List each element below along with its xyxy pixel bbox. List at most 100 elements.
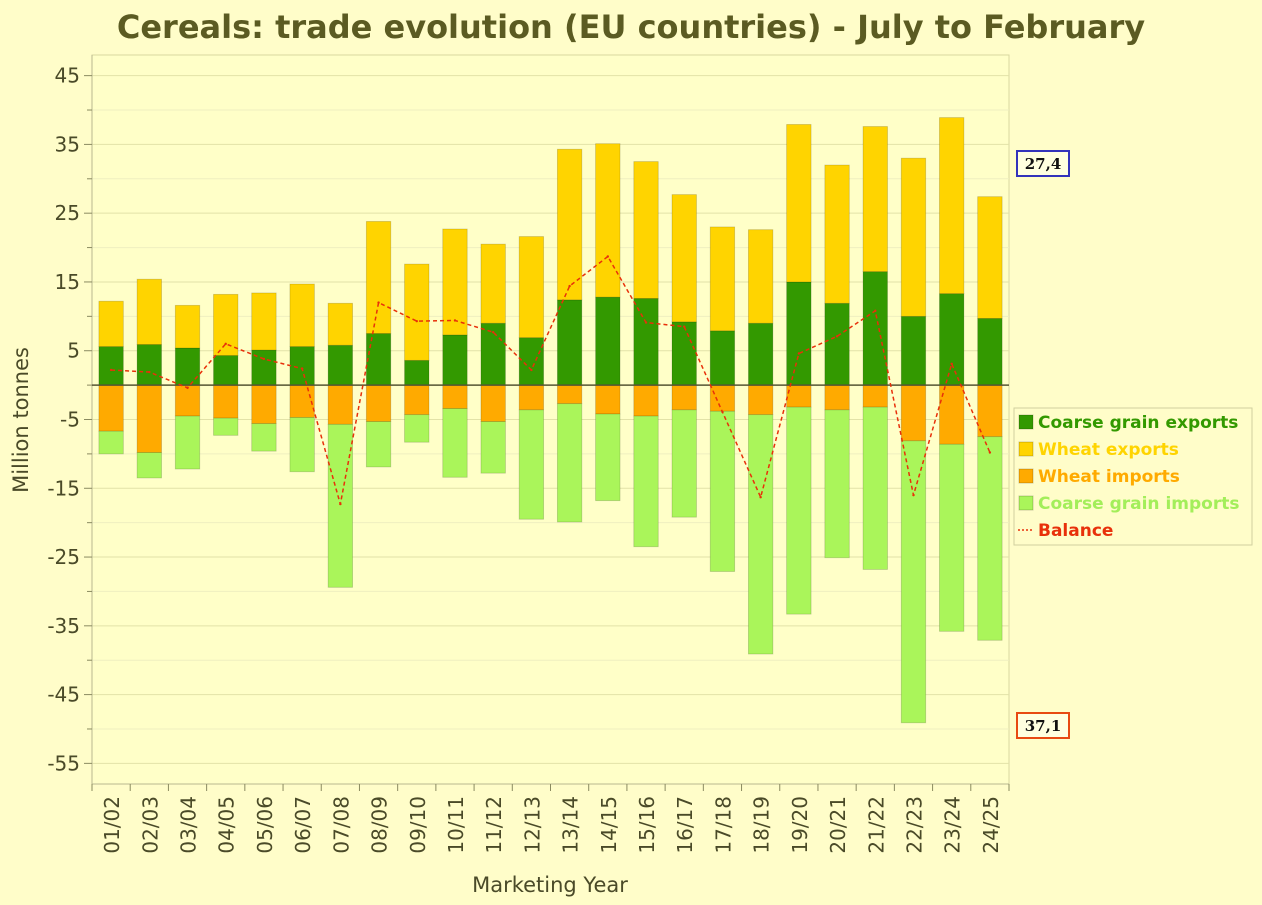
bar-coarse-grain-exports	[174, 347, 201, 386]
bar-wheat-exports	[404, 263, 430, 361]
x-tick-label: 18/19	[750, 796, 774, 854]
bar-wheat-imports	[289, 384, 315, 418]
bar-coarse-grain-imports	[709, 410, 736, 572]
bar-coarse-grain-exports	[327, 344, 353, 386]
bar-wheat-imports	[900, 384, 927, 442]
bar-wheat-imports	[213, 384, 239, 419]
bar-coarse-grain-exports	[595, 296, 621, 386]
bar-wheat-imports	[939, 384, 965, 445]
legend-label: Balance	[1038, 521, 1113, 541]
y-tick-label: 45	[55, 64, 80, 88]
x-axis: 01/02 02/03 03/04 04/05 05/06 06/07 07/08 08/09…	[91, 783, 1010, 854]
x-tick-label: 20/21	[826, 796, 850, 854]
bar-wheat-imports	[365, 384, 392, 422]
bar-coarse-grain-imports	[518, 409, 545, 520]
balance-point	[568, 284, 571, 288]
bar-wheat-imports	[556, 384, 583, 405]
bar-coarse-grain-exports	[213, 355, 239, 386]
bar-wheat-imports	[633, 384, 659, 417]
y-tick-label: -55	[47, 751, 80, 775]
bar-coarse-grain-exports	[748, 322, 774, 386]
bar-wheat-exports	[518, 236, 545, 339]
bar-wheat-imports	[442, 384, 468, 409]
bar-coarse-grain-imports	[900, 440, 927, 724]
legend: Coarse grain exports Wheat exports Wheat i…	[1013, 407, 1253, 546]
bar-wheat-exports	[136, 278, 162, 345]
bar-coarse-grain-imports	[404, 414, 430, 443]
y-tick-label: 5	[67, 339, 80, 363]
bar-coarse-grain-imports	[174, 415, 201, 470]
balance-point	[262, 357, 266, 361]
bottom-value-box-text: 37,1	[1025, 717, 1062, 735]
bar-coarse-grain-exports	[136, 344, 162, 386]
bar-coarse-grain-imports	[786, 406, 812, 615]
x-tick-label: 02/03	[138, 796, 162, 854]
bar-coarse-grain-imports	[98, 430, 124, 455]
bar-coarse-grain-imports	[136, 452, 162, 479]
legend-label: Coarse grain exports	[1038, 413, 1238, 433]
x-tick-label: 06/07	[291, 796, 315, 854]
bar-wheat-exports	[748, 229, 774, 324]
balance-point	[721, 410, 724, 414]
bar-wheat-imports	[709, 384, 736, 412]
y-tick-label: 15	[55, 270, 80, 294]
bar-wheat-exports	[556, 148, 583, 301]
x-tick-label: 15/16	[635, 796, 659, 854]
balance-point	[950, 362, 953, 365]
y-tick-label: -15	[47, 476, 80, 500]
bar-wheat-imports	[748, 384, 774, 416]
legend-label: Wheat exports	[1038, 440, 1179, 460]
x-tick-label: 09/10	[406, 796, 430, 854]
bar-wheat-exports	[289, 283, 315, 348]
bar-wheat-exports	[939, 117, 965, 295]
y-axis: 45 35 25 15 5 -5 -15 -25 -35 -45 -55	[47, 55, 93, 784]
balance-point	[606, 255, 610, 258]
bar-coarse-grain-imports	[365, 421, 392, 468]
y-tick-label: -5	[60, 408, 80, 432]
bar-wheat-exports	[862, 126, 888, 273]
bar-coarse-grain-exports	[289, 346, 315, 386]
bar-wheat-imports	[98, 384, 124, 432]
legend-swatch	[1018, 468, 1034, 484]
bar-coarse-grain-exports	[404, 359, 430, 386]
bar-coarse-grain-exports	[556, 299, 583, 386]
y-tick-label: 25	[55, 201, 80, 225]
bar-coarse-grain-imports	[824, 409, 850, 559]
bar-coarse-grain-exports	[671, 321, 697, 386]
x-tick-label: 01/02	[100, 796, 124, 854]
bar-wheat-imports	[251, 384, 277, 425]
balance-point	[186, 386, 189, 390]
x-tick-label: 12/13	[520, 796, 544, 854]
balance-point	[644, 321, 648, 324]
balance-point	[530, 368, 533, 372]
balance-point	[491, 330, 495, 334]
bar-wheat-exports	[365, 221, 392, 334]
x-axis-label: Marketing Year	[472, 873, 628, 897]
balance-point	[109, 368, 113, 372]
x-tick-label: 05/06	[253, 796, 277, 854]
bar-coarse-grain-exports	[442, 334, 468, 386]
bar-wheat-exports	[633, 161, 659, 299]
balance-point	[988, 451, 992, 454]
legend-label: Wheat imports	[1038, 467, 1180, 487]
bar-wheat-exports	[671, 194, 697, 323]
balance-point	[377, 301, 380, 304]
balance-point	[224, 342, 227, 346]
x-tick-label: 04/05	[215, 796, 239, 854]
top-value-box-text: 27,4	[1025, 155, 1062, 173]
gridlines	[92, 75, 1009, 764]
x-tick-label: 16/17	[673, 796, 697, 854]
bar-wheat-exports	[174, 304, 201, 349]
bar-wheat-exports	[251, 292, 277, 351]
x-tick-label: 10/11	[444, 796, 468, 854]
x-tick-label: 19/20	[788, 796, 812, 854]
bar-wheat-imports	[595, 384, 621, 415]
balance-point	[835, 335, 839, 338]
bar-coarse-grain-imports	[442, 408, 468, 478]
bar-wheat-imports	[327, 384, 353, 425]
bar-wheat-imports	[862, 384, 888, 408]
balance-point	[300, 367, 304, 370]
balance-point	[912, 493, 915, 497]
x-tick-label: 13/14	[559, 796, 583, 854]
